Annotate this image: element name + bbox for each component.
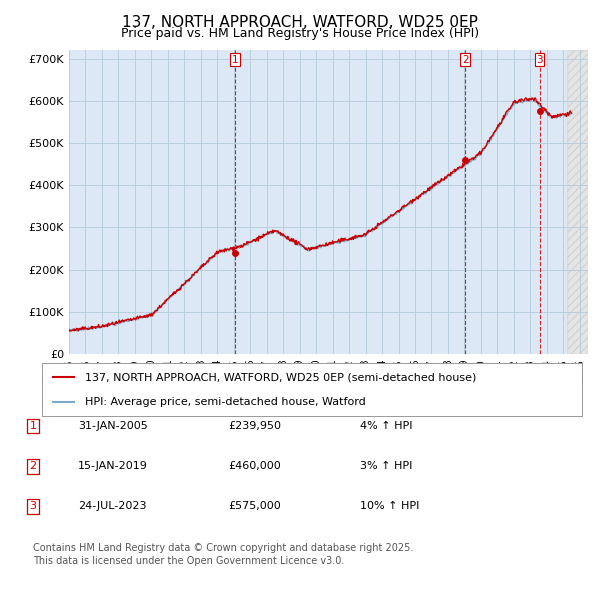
Text: This data is licensed under the Open Government Licence v3.0.: This data is licensed under the Open Gov… (33, 556, 344, 566)
Bar (566, 50, 588, 354)
Text: 3% ↑ HPI: 3% ↑ HPI (360, 461, 412, 471)
Text: £460,000: £460,000 (228, 461, 281, 471)
Text: HPI: Average price, semi-detached house, Watford: HPI: Average price, semi-detached house,… (85, 396, 366, 407)
Text: Price paid vs. HM Land Registry's House Price Index (HPI): Price paid vs. HM Land Registry's House … (121, 27, 479, 40)
Text: £575,000: £575,000 (228, 502, 281, 511)
Bar (566, 50, 588, 354)
Text: 3: 3 (536, 55, 543, 65)
Text: 15-JAN-2019: 15-JAN-2019 (78, 461, 148, 471)
Text: 2: 2 (29, 461, 37, 471)
Text: 2: 2 (462, 55, 469, 65)
Text: 10% ↑ HPI: 10% ↑ HPI (360, 502, 419, 511)
Text: 137, NORTH APPROACH, WATFORD, WD25 0EP: 137, NORTH APPROACH, WATFORD, WD25 0EP (122, 15, 478, 30)
Text: 137, NORTH APPROACH, WATFORD, WD25 0EP (semi-detached house): 137, NORTH APPROACH, WATFORD, WD25 0EP (… (85, 372, 476, 382)
Text: 31-JAN-2005: 31-JAN-2005 (78, 421, 148, 431)
Text: 3: 3 (29, 502, 37, 511)
Text: £239,950: £239,950 (228, 421, 281, 431)
Text: 1: 1 (29, 421, 37, 431)
Text: 24-JUL-2023: 24-JUL-2023 (78, 502, 146, 511)
Text: 4% ↑ HPI: 4% ↑ HPI (360, 421, 413, 431)
Text: Contains HM Land Registry data © Crown copyright and database right 2025.: Contains HM Land Registry data © Crown c… (33, 543, 413, 553)
Text: 1: 1 (232, 55, 238, 65)
